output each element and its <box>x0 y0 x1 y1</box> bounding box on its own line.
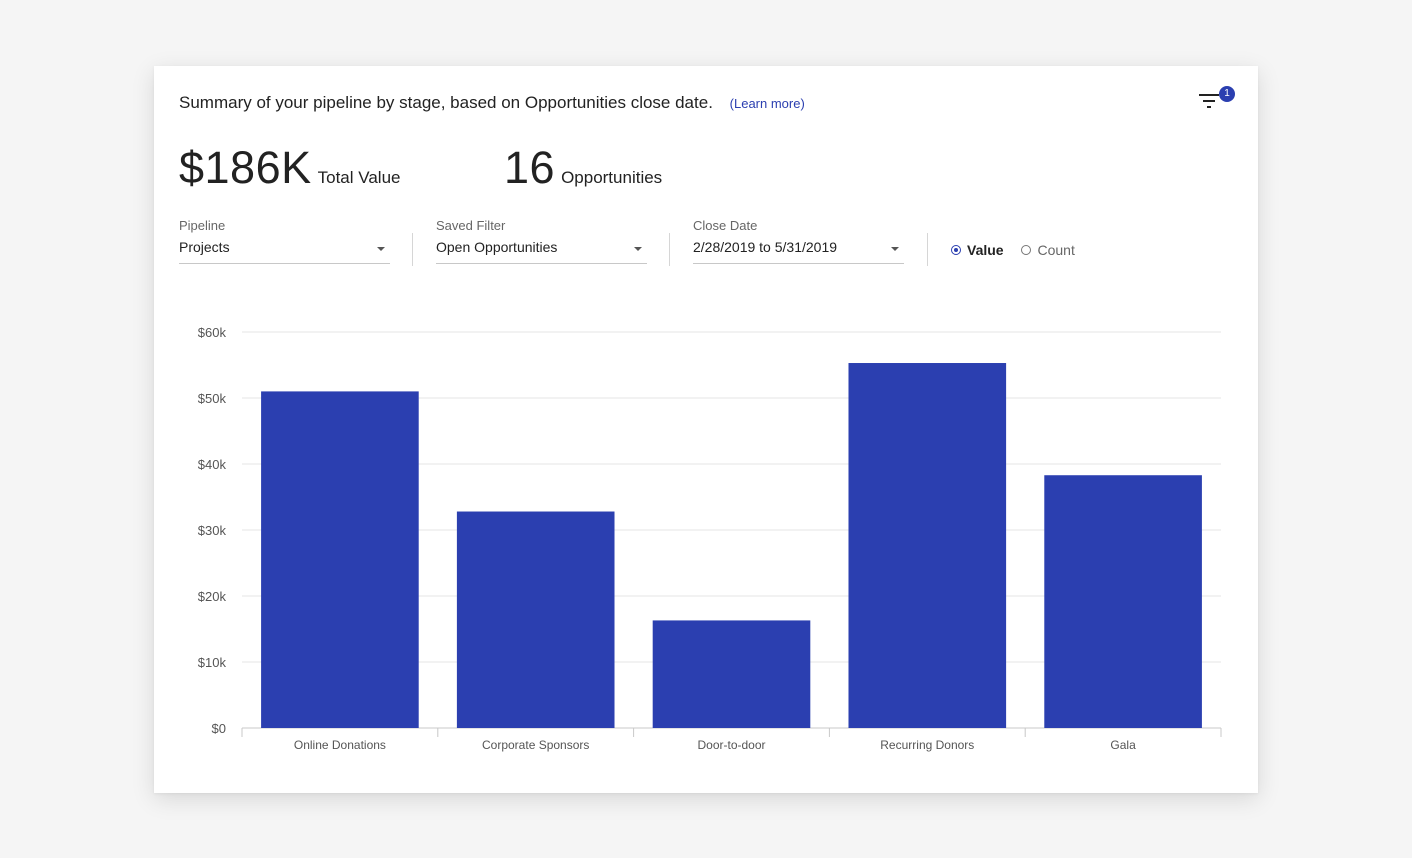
saved-filter-field: Saved Filter Open Opportunities <box>436 218 647 264</box>
saved-filter-value: Open Opportunities <box>436 239 558 255</box>
total-value-label: Total Value <box>317 168 401 187</box>
y-tick-label: $20k <box>198 589 227 604</box>
divider <box>927 233 928 266</box>
bar-corporate-sponsors <box>456 511 615 728</box>
divider <box>669 233 670 266</box>
opportunities-label: Opportunities <box>561 168 663 187</box>
bar-online-donations <box>261 391 419 728</box>
y-tick-label: $50k <box>198 391 227 406</box>
close-date-value: 2/28/2019 to 5/31/2019 <box>693 239 838 255</box>
pipeline-field: Pipeline Projects <box>179 218 390 264</box>
bar-door-to-door <box>652 620 811 728</box>
close-date-select[interactable]: 2/28/2019 to 5/31/2019 <box>693 239 904 264</box>
x-tick-label: Online Donations <box>294 738 386 752</box>
radio-checked-icon <box>951 245 961 255</box>
value-radio[interactable]: Value <box>951 242 1004 258</box>
close-date-field: Close Date 2/28/2019 to 5/31/2019 <box>693 218 904 264</box>
opportunities-stat: 16 Opportunities <box>504 142 662 194</box>
summary-text-row: Summary of your pipeline by stage, based… <box>179 93 805 113</box>
x-tick-label: Recurring Donors <box>880 738 974 752</box>
value-count-toggle: Value Count <box>951 242 1089 258</box>
divider <box>412 233 413 266</box>
pipeline-summary-card: Summary of your pipeline by stage, based… <box>154 66 1258 793</box>
filter-button[interactable]: 1 <box>1196 86 1235 116</box>
x-tick-label: Corporate Sponsors <box>482 738 589 752</box>
y-tick-label: $40k <box>198 457 227 472</box>
y-tick-label: $30k <box>198 523 227 538</box>
chevron-down-icon <box>891 247 899 251</box>
learn-more-link[interactable]: (Learn more) <box>729 96 805 111</box>
summary-text: Summary of your pipeline by stage, based… <box>179 93 713 112</box>
count-radio-label: Count <box>1037 242 1075 258</box>
saved-filter-label: Saved Filter <box>436 218 506 233</box>
filter-icon <box>1199 94 1219 108</box>
value-radio-label: Value <box>967 242 1004 258</box>
bar-gala <box>1044 475 1202 728</box>
radio-unchecked-icon <box>1021 245 1032 255</box>
chevron-down-icon <box>634 247 642 251</box>
count-radio[interactable]: Count <box>1021 242 1075 258</box>
opportunities-number: 16 <box>504 142 556 193</box>
chevron-down-icon <box>377 247 385 251</box>
y-tick-label: $10k <box>198 655 227 670</box>
pipeline-bar-chart: $0 $10k $20k $30k $40k $50k $60k Online Donatio… <box>198 325 1222 752</box>
total-value-number: $186K <box>179 142 312 193</box>
y-tick-label: $0 <box>212 721 226 736</box>
filter-count-badge: 1 <box>1219 86 1235 102</box>
saved-filter-select[interactable]: Open Opportunities <box>436 239 647 264</box>
pipeline-label: Pipeline <box>179 218 226 233</box>
total-value-stat: $186K Total Value <box>179 142 400 194</box>
close-date-label: Close Date <box>693 218 758 233</box>
y-tick-label: $60k <box>198 325 227 340</box>
pipeline-value: Projects <box>179 239 230 255</box>
bar-recurring-donors <box>848 363 1007 728</box>
x-tick-label: Gala <box>1110 738 1136 752</box>
pipeline-select[interactable]: Projects <box>179 239 390 264</box>
x-tick-label: Door-to-door <box>697 738 765 752</box>
